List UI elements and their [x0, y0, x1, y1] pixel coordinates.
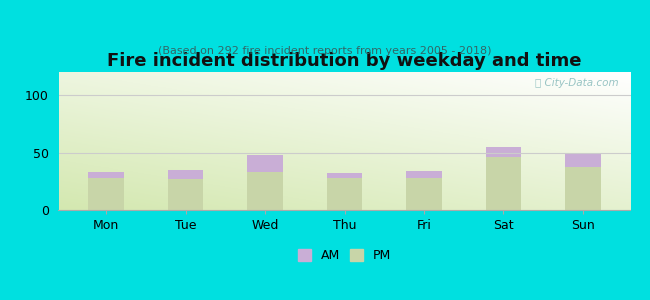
Bar: [406, 171, 442, 178]
Bar: [247, 172, 283, 210]
Bar: [486, 157, 521, 210]
Bar: [168, 179, 203, 210]
Bar: [168, 170, 203, 179]
Bar: [326, 173, 363, 178]
Bar: [406, 178, 442, 210]
Bar: [565, 167, 601, 210]
Bar: [565, 152, 601, 167]
Bar: [247, 155, 283, 172]
Bar: [486, 147, 521, 157]
Title: Fire incident distribution by weekday and time: Fire incident distribution by weekday an…: [107, 52, 582, 70]
Bar: [326, 178, 363, 210]
Legend: AM, PM: AM, PM: [293, 244, 396, 267]
Bar: [88, 178, 124, 210]
Text: (Based on 292 fire incident reports from years 2005 - 2018): (Based on 292 fire incident reports from…: [158, 46, 492, 56]
Text: Ⓣ City-Data.com: Ⓣ City-Data.com: [536, 77, 619, 88]
Bar: [88, 172, 124, 178]
